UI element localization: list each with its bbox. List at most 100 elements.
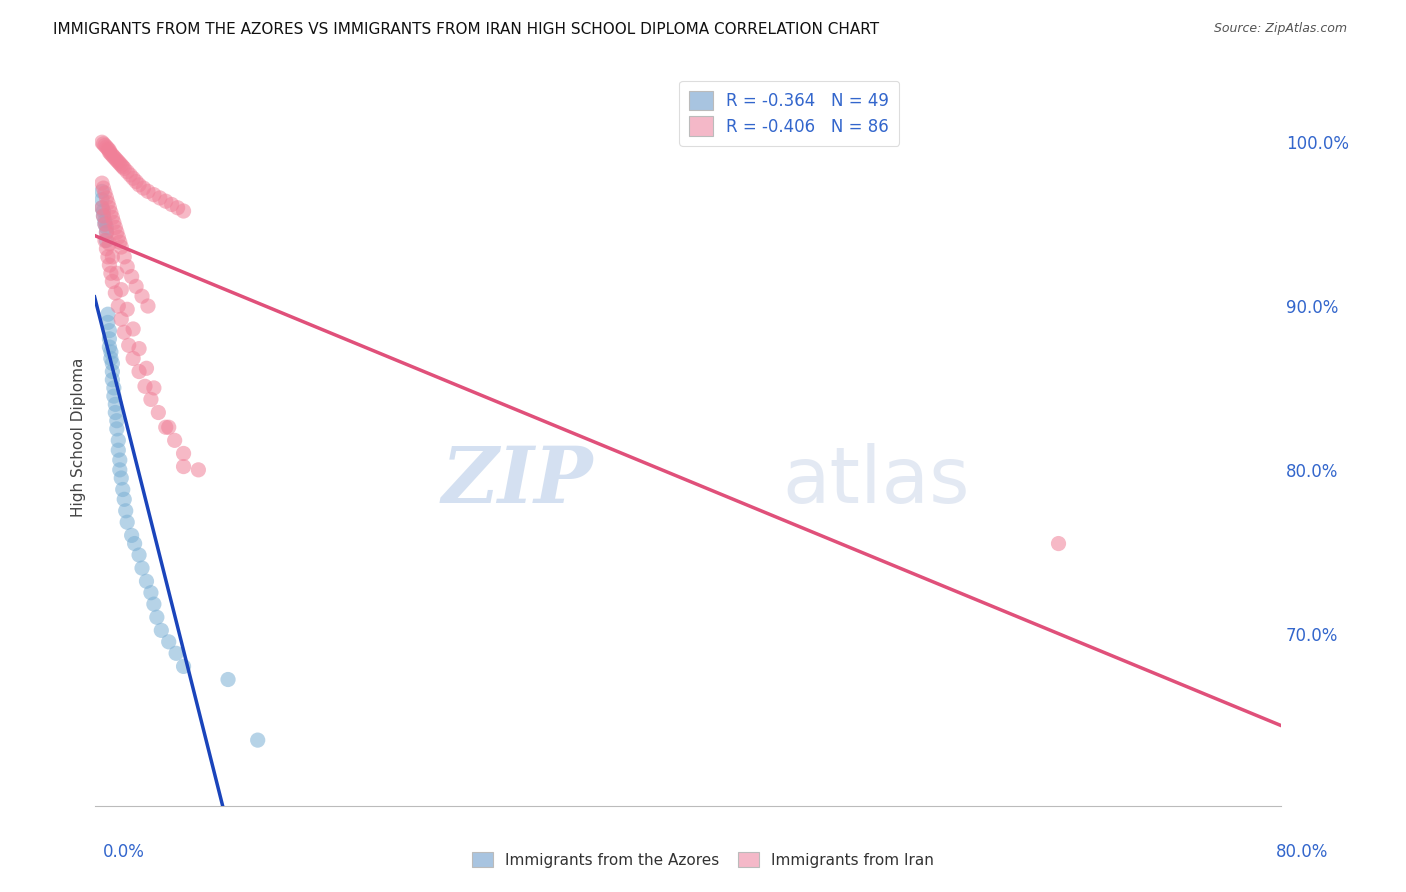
- Text: Source: ZipAtlas.com: Source: ZipAtlas.com: [1213, 22, 1347, 36]
- Point: [121, 269, 143, 284]
- Point: [98, 324, 121, 338]
- Point: [101, 211, 124, 225]
- Point: [115, 260, 138, 274]
- Point: [114, 504, 136, 518]
- Point: [98, 258, 121, 272]
- Point: [110, 158, 132, 172]
- Point: [131, 289, 153, 303]
- Point: [96, 225, 118, 239]
- Point: [103, 389, 125, 403]
- Point: [150, 624, 173, 638]
- Point: [100, 266, 122, 280]
- Text: 80.0%: 80.0%: [1277, 843, 1329, 861]
- Point: [139, 392, 162, 407]
- Point: [165, 646, 187, 660]
- Point: [96, 191, 118, 205]
- Legend: Immigrants from the Azores, Immigrants from Iran: Immigrants from the Azores, Immigrants f…: [465, 846, 941, 873]
- Point: [246, 733, 269, 747]
- Point: [110, 312, 132, 326]
- Point: [94, 214, 117, 228]
- Point: [100, 351, 122, 366]
- Point: [157, 635, 180, 649]
- Point: [112, 492, 135, 507]
- Point: [142, 597, 165, 611]
- Point: [173, 659, 195, 673]
- Point: [105, 225, 128, 239]
- Point: [142, 381, 165, 395]
- Point: [105, 266, 128, 280]
- Point: [91, 185, 114, 199]
- Point: [94, 186, 117, 200]
- Point: [105, 153, 128, 168]
- Point: [163, 434, 186, 448]
- Point: [96, 140, 118, 154]
- Point: [115, 302, 138, 317]
- Text: 0.0%: 0.0%: [103, 843, 145, 861]
- Point: [157, 420, 180, 434]
- Point: [134, 379, 156, 393]
- Point: [124, 536, 146, 550]
- Point: [93, 204, 115, 219]
- Point: [98, 236, 121, 251]
- Point: [148, 405, 170, 419]
- Point: [107, 443, 129, 458]
- Point: [96, 225, 118, 239]
- Text: IMMIGRANTS FROM THE AZORES VS IMMIGRANTS FROM IRAN HIGH SCHOOL DIPLOMA CORRELATI: IMMIGRANTS FROM THE AZORES VS IMMIGRANTS…: [53, 22, 880, 37]
- Point: [121, 528, 143, 542]
- Point: [100, 146, 122, 161]
- Point: [107, 154, 129, 169]
- Point: [100, 345, 122, 359]
- Point: [125, 279, 148, 293]
- Point: [120, 168, 142, 182]
- Point: [105, 414, 128, 428]
- Point: [98, 332, 121, 346]
- Point: [96, 220, 118, 235]
- Point: [100, 205, 122, 219]
- Point: [105, 422, 128, 436]
- Point: [128, 365, 150, 379]
- Point: [142, 187, 165, 202]
- Point: [103, 150, 125, 164]
- Point: [94, 138, 117, 153]
- Point: [107, 299, 129, 313]
- Point: [101, 275, 124, 289]
- Point: [155, 194, 177, 209]
- Point: [101, 250, 124, 264]
- Point: [103, 215, 125, 229]
- Point: [115, 165, 138, 179]
- Point: [110, 471, 132, 485]
- Point: [118, 338, 141, 352]
- Point: [110, 283, 132, 297]
- Point: [104, 397, 127, 411]
- Point: [173, 204, 195, 219]
- Point: [110, 240, 132, 254]
- Point: [149, 191, 172, 205]
- Y-axis label: High School Diploma: High School Diploma: [72, 358, 86, 516]
- Point: [115, 515, 138, 529]
- Point: [128, 178, 150, 192]
- Point: [98, 340, 121, 354]
- Point: [93, 136, 115, 151]
- Point: [96, 234, 118, 248]
- Point: [128, 342, 150, 356]
- Legend: R = -0.364   N = 49, R = -0.406   N = 86: R = -0.364 N = 49, R = -0.406 N = 86: [679, 80, 898, 145]
- Point: [136, 299, 159, 313]
- Point: [166, 201, 188, 215]
- Point: [103, 381, 125, 395]
- Point: [108, 235, 131, 249]
- Point: [173, 446, 195, 460]
- Point: [132, 181, 155, 195]
- Point: [91, 201, 114, 215]
- Point: [217, 673, 239, 687]
- Point: [91, 201, 114, 215]
- Point: [104, 405, 127, 419]
- Point: [97, 307, 120, 321]
- Point: [173, 459, 195, 474]
- Point: [93, 209, 115, 223]
- Point: [122, 351, 145, 366]
- Point: [136, 185, 159, 199]
- Point: [91, 176, 114, 190]
- Point: [108, 463, 131, 477]
- Point: [94, 217, 117, 231]
- Point: [128, 548, 150, 562]
